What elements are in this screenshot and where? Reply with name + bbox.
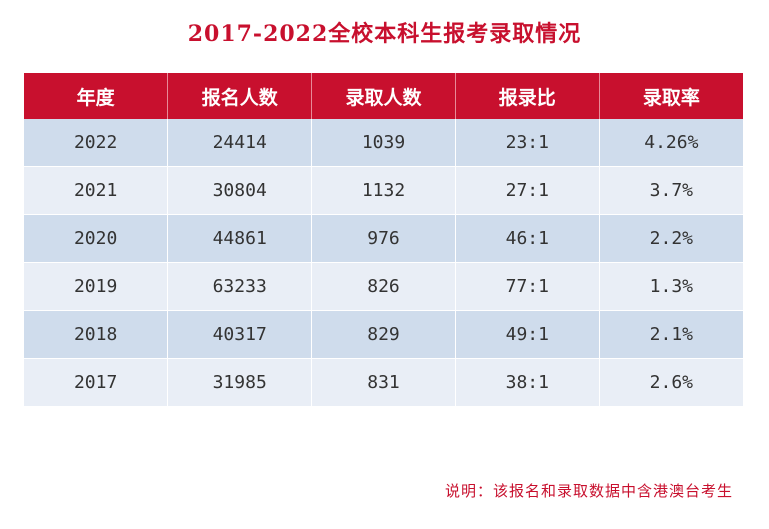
cell-applicants: 63233 [167, 262, 313, 311]
admissions-table: 年度 报名人数 录取人数 报录比 录取率 2022 24414 1039 23:… [24, 73, 743, 407]
cell-rate: 4.26% [599, 119, 743, 167]
footnote: 说明：该报名和录取数据中含港澳台考生 [444, 482, 733, 500]
cell-rate: 2.1% [599, 310, 743, 359]
table-row: 2021 30804 1132 27:1 3.7% [24, 166, 743, 215]
header-ratio: 报录比 [455, 73, 600, 119]
cell-rate: 2.6% [599, 358, 743, 407]
cell-year: 2017 [24, 358, 169, 407]
cell-ratio: 38:1 [455, 358, 600, 407]
cell-rate: 2.2% [599, 214, 743, 263]
cell-admitted: 1039 [311, 119, 456, 167]
header-rate: 录取率 [599, 73, 743, 119]
cell-rate: 1.3% [599, 262, 743, 311]
table-row: 2017 31985 831 38:1 2.6% [24, 358, 743, 407]
cell-applicants: 30804 [167, 166, 313, 215]
cell-admitted: 831 [311, 358, 456, 407]
cell-year: 2020 [24, 214, 169, 263]
table-row: 2018 40317 829 49:1 2.1% [24, 310, 743, 359]
header-year: 年度 [24, 73, 169, 119]
cell-applicants: 31985 [167, 358, 313, 407]
page-title: 2017-2022全校本科生报考录取情况 [187, 21, 582, 47]
cell-year: 2021 [24, 166, 169, 215]
cell-ratio: 49:1 [455, 310, 600, 359]
cell-applicants: 24414 [167, 119, 313, 167]
cell-applicants: 44861 [167, 214, 313, 263]
cell-year: 2022 [24, 119, 169, 167]
table-row: 2019 63233 826 77:1 1.3% [24, 262, 743, 311]
table-row: 2020 44861 976 46:1 2.2% [24, 214, 743, 263]
cell-year: 2019 [24, 262, 169, 311]
header-admitted: 录取人数 [311, 73, 456, 119]
cell-applicants: 40317 [167, 310, 313, 359]
table-header-row: 年度 报名人数 录取人数 报录比 录取率 [24, 73, 743, 119]
cell-admitted: 826 [311, 262, 456, 311]
cell-admitted: 976 [311, 214, 456, 263]
cell-rate: 3.7% [599, 166, 743, 215]
cell-admitted: 829 [311, 310, 456, 359]
cell-year: 2018 [24, 310, 169, 359]
cell-admitted: 1132 [311, 166, 456, 215]
cell-ratio: 77:1 [455, 262, 600, 311]
table-row: 2022 24414 1039 23:1 4.26% [24, 119, 743, 167]
header-applicants: 报名人数 [167, 73, 313, 119]
cell-ratio: 23:1 [455, 119, 600, 167]
cell-ratio: 27:1 [455, 166, 600, 215]
cell-ratio: 46:1 [455, 214, 600, 263]
